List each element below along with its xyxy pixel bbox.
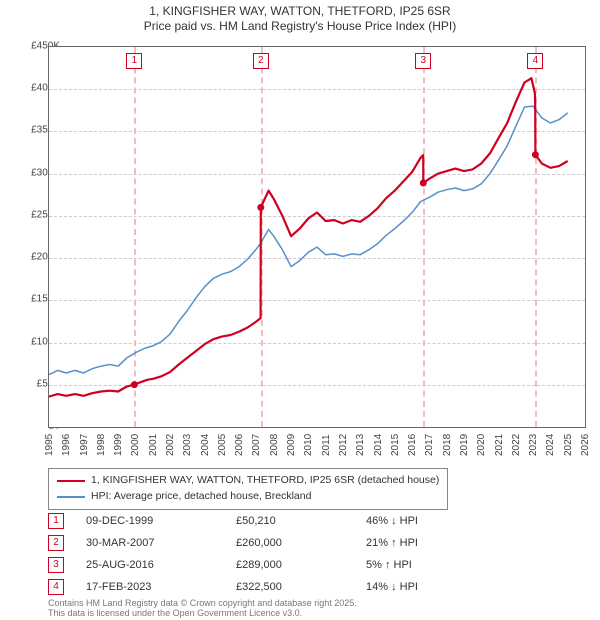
chart-plot-area: 1234 bbox=[48, 46, 586, 428]
transactions-table: 1 09-DEC-1999£50,21046% ↓ HPI 2 30-MAR-2007… bbox=[48, 510, 578, 598]
x-tick-label: 2025 bbox=[563, 434, 574, 456]
transaction-diff: 5% ↑ HPI bbox=[366, 559, 486, 571]
legend-row-property: 1, KINGFISHER WAY, WATTON, THETFORD, IP2… bbox=[57, 473, 439, 489]
x-tick-label: 2002 bbox=[165, 434, 176, 456]
x-tick-label: 2008 bbox=[269, 434, 280, 456]
x-tick-label: 2006 bbox=[234, 434, 245, 456]
x-tick-label: 2000 bbox=[130, 434, 141, 456]
title-line1: 1, KINGFISHER WAY, WATTON, THETFORD, IP2… bbox=[0, 4, 600, 19]
title-block: 1, KINGFISHER WAY, WATTON, THETFORD, IP2… bbox=[0, 0, 600, 34]
transaction-diff: 21% ↑ HPI bbox=[366, 537, 486, 549]
x-axis-labels: 1995199619971998199920002001200220032004… bbox=[48, 430, 584, 468]
transaction-date: 09-DEC-1999 bbox=[70, 515, 236, 527]
x-tick-label: 2013 bbox=[355, 434, 366, 456]
x-tick-label: 1997 bbox=[79, 434, 90, 456]
x-tick-label: 1999 bbox=[113, 434, 124, 456]
x-tick-label: 2007 bbox=[251, 434, 262, 456]
transaction-marker: 3 bbox=[48, 557, 64, 573]
transaction-price: £50,210 bbox=[236, 515, 366, 527]
x-tick-label: 2009 bbox=[286, 434, 297, 456]
x-tick-label: 2026 bbox=[580, 434, 591, 456]
legend-swatch-hpi bbox=[57, 496, 85, 498]
footer-line2: This data is licensed under the Open Gov… bbox=[48, 608, 357, 618]
transaction-date: 25-AUG-2016 bbox=[70, 559, 236, 571]
series-property bbox=[49, 78, 568, 396]
transaction-diff: 46% ↓ HPI bbox=[366, 515, 486, 527]
x-tick-label: 1998 bbox=[96, 434, 107, 456]
legend-label-hpi: HPI: Average price, detached house, Brec… bbox=[91, 489, 311, 505]
transaction-row: 4 17-FEB-2023£322,50014% ↓ HPI bbox=[48, 576, 578, 598]
x-tick-label: 2003 bbox=[182, 434, 193, 456]
transaction-marker: 4 bbox=[48, 579, 64, 595]
x-tick-label: 2005 bbox=[217, 434, 228, 456]
x-tick-label: 2016 bbox=[407, 434, 418, 456]
sale-dot bbox=[131, 381, 138, 388]
sale-dot bbox=[420, 180, 427, 187]
sale-dot bbox=[532, 151, 539, 158]
transaction-date: 17-FEB-2023 bbox=[70, 581, 236, 593]
footer-line1: Contains HM Land Registry data © Crown c… bbox=[48, 598, 357, 608]
series-svg bbox=[49, 47, 585, 427]
transaction-price: £289,000 bbox=[236, 559, 366, 571]
series-hpi bbox=[49, 106, 568, 375]
x-tick-label: 2018 bbox=[442, 434, 453, 456]
x-tick-label: 2004 bbox=[200, 434, 211, 456]
transaction-price: £322,500 bbox=[236, 581, 366, 593]
legend-label-property: 1, KINGFISHER WAY, WATTON, THETFORD, IP2… bbox=[91, 473, 439, 489]
legend: 1, KINGFISHER WAY, WATTON, THETFORD, IP2… bbox=[48, 468, 448, 510]
x-tick-label: 2024 bbox=[545, 434, 556, 456]
transaction-row: 1 09-DEC-1999£50,21046% ↓ HPI bbox=[48, 510, 578, 532]
sale-dot bbox=[257, 204, 264, 211]
x-tick-label: 2023 bbox=[528, 434, 539, 456]
x-tick-label: 2022 bbox=[511, 434, 522, 456]
x-tick-label: 2012 bbox=[338, 434, 349, 456]
footer: Contains HM Land Registry data © Crown c… bbox=[48, 598, 357, 619]
x-tick-label: 2019 bbox=[459, 434, 470, 456]
transaction-diff: 14% ↓ HPI bbox=[366, 581, 486, 593]
transaction-price: £260,000 bbox=[236, 537, 366, 549]
chart-container: 1, KINGFISHER WAY, WATTON, THETFORD, IP2… bbox=[0, 0, 600, 620]
x-tick-label: 2015 bbox=[390, 434, 401, 456]
x-tick-label: 2001 bbox=[148, 434, 159, 456]
transaction-date: 30-MAR-2007 bbox=[70, 537, 236, 549]
x-tick-label: 2011 bbox=[321, 434, 332, 456]
x-tick-label: 2010 bbox=[303, 434, 314, 456]
x-tick-label: 1995 bbox=[44, 434, 55, 456]
x-tick-label: 1996 bbox=[61, 434, 72, 456]
transaction-row: 3 25-AUG-2016£289,0005% ↑ HPI bbox=[48, 554, 578, 576]
transaction-row: 2 30-MAR-2007£260,00021% ↑ HPI bbox=[48, 532, 578, 554]
legend-row-hpi: HPI: Average price, detached house, Brec… bbox=[57, 489, 439, 505]
transaction-marker: 1 bbox=[48, 513, 64, 529]
x-tick-label: 2017 bbox=[424, 434, 435, 456]
x-tick-label: 2020 bbox=[476, 434, 487, 456]
transaction-marker: 2 bbox=[48, 535, 64, 551]
x-tick-label: 2021 bbox=[494, 434, 505, 456]
title-line2: Price paid vs. HM Land Registry's House … bbox=[0, 19, 600, 34]
x-tick-label: 2014 bbox=[373, 434, 384, 456]
legend-swatch-property bbox=[57, 480, 85, 482]
